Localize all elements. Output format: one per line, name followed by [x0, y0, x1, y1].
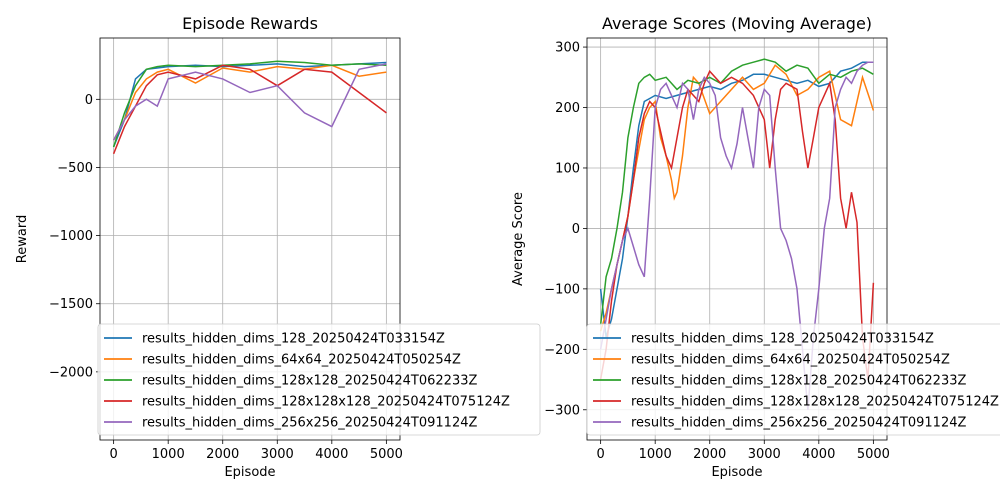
axes-frame	[99, 37, 401, 441]
y-tick-label: 100	[555, 161, 580, 176]
x-tick-label: 3000	[261, 447, 294, 462]
y-tick-label: −100	[544, 282, 580, 297]
legend: results_hidden_dims_128_20250424T033154Z…	[586, 323, 1000, 436]
series-line-2	[112, 60, 387, 148]
y-tick-label: −200	[544, 343, 580, 358]
legend-label: results_hidden_dims_128_20250424T033154Z	[631, 332, 934, 347]
legend-label: results_hidden_dims_128x128_20250424T062…	[631, 374, 966, 389]
x-axis-label: Episode	[224, 465, 275, 480]
x-tick-label: 2000	[206, 447, 239, 462]
series-group	[599, 58, 875, 410]
y-tick-label: −2000	[49, 365, 93, 380]
legend-label: results_hidden_dims_128_20250424T033154Z	[142, 332, 445, 347]
chart-title: Average Scores (Moving Average)	[602, 14, 872, 33]
chart-title: Episode Rewards	[182, 14, 318, 33]
x-tick-label: 0	[596, 447, 604, 462]
x-tick-label: 3000	[748, 447, 781, 462]
legend-label: results_hidden_dims_256x256_20250424T091…	[142, 416, 477, 431]
legend-label: results_hidden_dims_64x64_20250424T05025…	[631, 353, 950, 368]
series-line-3	[112, 64, 387, 155]
x-axis-label: Episode	[711, 465, 762, 480]
average-scores-chart: 0 1000 2000 3000 4000 5000 −300 −200 −100 0 100 200…	[511, 14, 1000, 480]
y-tick-label: 0	[572, 222, 580, 237]
x-tick-label: 4000	[315, 447, 348, 462]
y-axis-label: Average Score	[511, 192, 526, 286]
y-tick-label: −300	[544, 403, 580, 418]
series-group	[112, 60, 387, 155]
legend-label: results_hidden_dims_128x128_20250424T062…	[142, 374, 477, 389]
grid	[100, 38, 400, 440]
x-tick-label: 5000	[857, 447, 890, 462]
legend-label: results_hidden_dims_256x256_20250424T091…	[631, 416, 966, 431]
series-line-4	[112, 63, 387, 141]
y-tick-label: −1500	[49, 297, 93, 312]
axes-frame	[586, 37, 888, 441]
y-tick-label: 200	[555, 101, 580, 116]
y-tick-label: −500	[57, 161, 93, 176]
x-tick-label: 0	[109, 447, 117, 462]
x-tick-label: 1000	[639, 447, 672, 462]
legend-label: results_hidden_dims_64x64_20250424T05025…	[142, 353, 461, 368]
x-tick-label: 2000	[693, 447, 726, 462]
legend-label: results_hidden_dims_128x128x128_20250424…	[631, 395, 999, 410]
legend-label: results_hidden_dims_128x128x128_20250424…	[142, 395, 510, 410]
legend-box	[586, 323, 1000, 436]
x-tick-label: 4000	[802, 447, 835, 462]
x-tick-label: 5000	[370, 447, 403, 462]
y-tick-label: 300	[555, 41, 580, 56]
y-tick-label: 0	[85, 93, 93, 108]
episode-rewards-chart: 0 1000 2000 3000 4000 5000 −2000 −1500 −1000 −500…	[15, 14, 541, 480]
y-axis-label: Reward	[15, 215, 30, 263]
series-line-4	[599, 61, 874, 410]
y-tick-label: −1000	[49, 229, 93, 244]
legend-box	[97, 323, 541, 436]
series-line-2	[599, 58, 874, 326]
x-tick-label: 1000	[152, 447, 185, 462]
legend: results_hidden_dims_128_20250424T033154Z…	[97, 323, 541, 436]
